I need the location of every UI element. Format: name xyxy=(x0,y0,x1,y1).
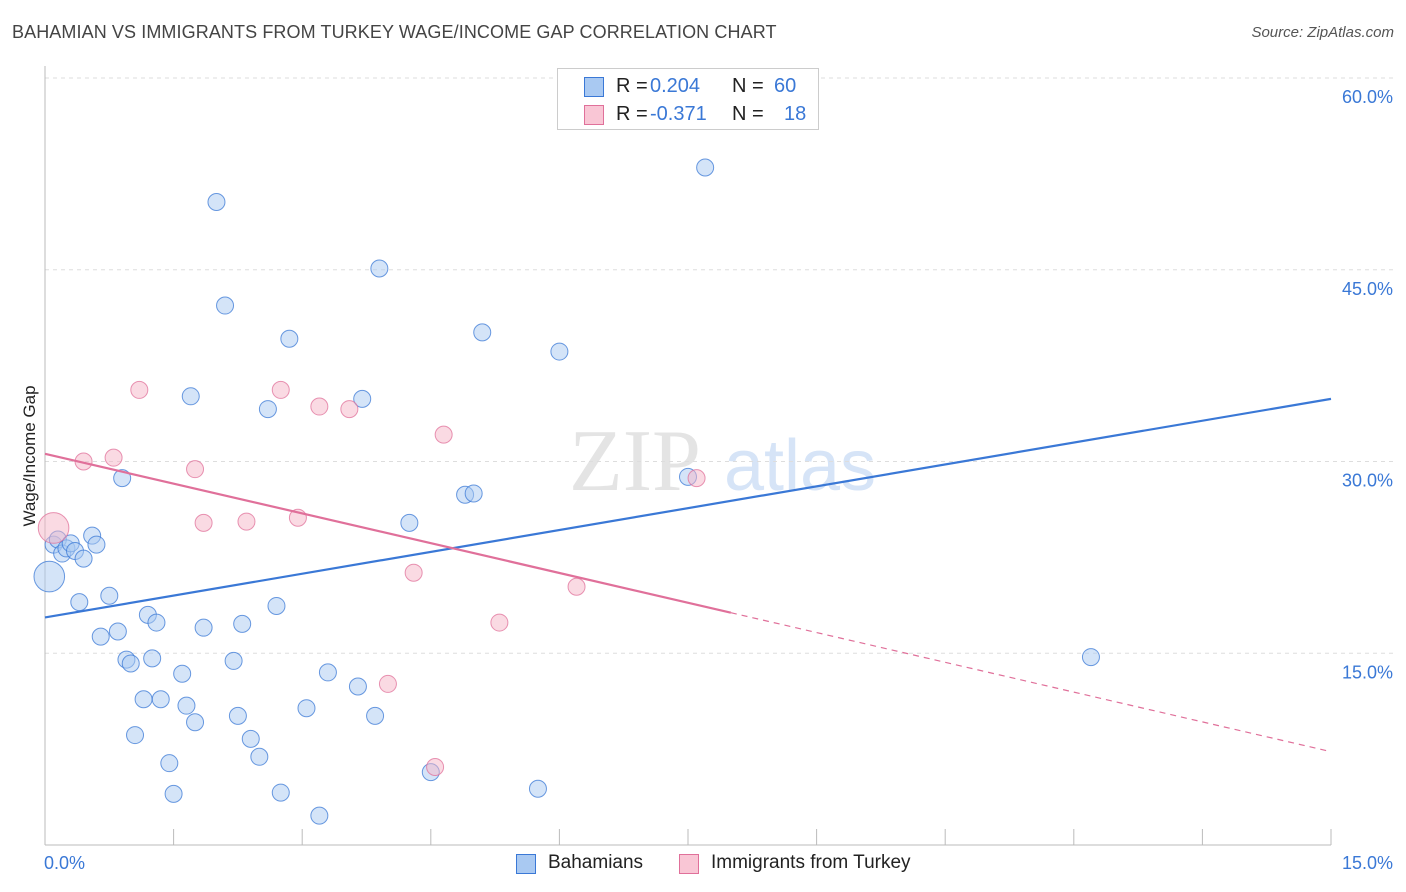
legend-swatch-blue xyxy=(584,77,604,97)
axes xyxy=(44,66,1332,846)
y-tick-label: 30.0% xyxy=(1342,471,1393,491)
bahamian-point xyxy=(348,677,367,696)
trend-lines xyxy=(44,397,1332,753)
bahamian-point xyxy=(173,664,192,683)
turkey-trend-line-extension xyxy=(730,612,1332,753)
bahamian-point xyxy=(241,729,260,748)
y-tick-label: 60.0% xyxy=(1342,87,1393,107)
bahamian-point xyxy=(194,618,213,637)
bahamian-point xyxy=(1081,648,1100,667)
bahamian-point xyxy=(177,696,196,715)
bahamian-point xyxy=(258,400,277,419)
turkey-trend-line xyxy=(44,452,732,614)
bahamian-point xyxy=(464,484,483,503)
turkey-point xyxy=(130,380,149,399)
y-axis-label: Wage/Income Gap xyxy=(20,385,39,527)
bahamian-point xyxy=(164,784,183,803)
bahamian-point xyxy=(366,706,385,725)
y-tick-labels: 15.0% 30.0% 45.0% 60.0% xyxy=(1342,87,1393,682)
turkey-point xyxy=(271,380,290,399)
bahamian-point xyxy=(370,259,389,278)
bahamian-point xyxy=(318,663,337,682)
bahamian-point xyxy=(160,754,179,773)
data-points xyxy=(33,158,1100,825)
x-tick-label: 15.0% xyxy=(1342,853,1393,873)
gridlines xyxy=(45,77,1394,654)
bahamian-point xyxy=(473,323,492,342)
legend-swatch-blue xyxy=(516,854,536,874)
turkey-point xyxy=(340,400,359,419)
turkey-point xyxy=(404,563,423,582)
bahamian-trend-line xyxy=(44,397,1332,619)
watermark-zip: ZIP xyxy=(569,413,701,510)
turkey-point xyxy=(426,758,445,777)
turkey-point xyxy=(310,397,329,416)
bahamian-point xyxy=(74,549,93,568)
bahamian-point xyxy=(250,747,269,766)
y-tick-label: 45.0% xyxy=(1342,279,1393,299)
bahamian-point xyxy=(271,783,290,802)
turkey-point xyxy=(186,460,205,479)
legend-swatch-pink xyxy=(679,854,699,874)
legend-n-value: 60 xyxy=(774,75,797,97)
bahamian-point xyxy=(91,627,110,646)
legend-n-label: N = xyxy=(732,103,764,125)
x-tick-labels: 0.0% 15.0% xyxy=(44,853,1393,873)
turkey-point xyxy=(237,512,256,531)
bahamian-point xyxy=(100,586,119,605)
legend-r-value: 0.204 xyxy=(650,75,701,97)
bahamian-point xyxy=(121,654,140,673)
x-tick-label: 0.0% xyxy=(44,853,85,873)
turkey-point xyxy=(567,577,586,596)
bahamian-point xyxy=(550,342,569,361)
legend-r-label: R = xyxy=(616,75,648,97)
turkey-point xyxy=(37,512,70,544)
bahamian-point xyxy=(151,690,170,709)
bahamian-point xyxy=(233,614,252,633)
bahamian-point xyxy=(33,560,66,593)
watermark-atlas: atlas xyxy=(724,426,876,506)
legend-label: Immigrants from Turkey xyxy=(711,852,911,873)
bahamian-point xyxy=(207,192,226,211)
bahamian-point xyxy=(134,690,153,709)
bahamian-point xyxy=(143,649,162,668)
turkey-point xyxy=(687,469,706,488)
turkey-point xyxy=(378,674,397,693)
turkey-point xyxy=(104,448,123,467)
bahamian-point xyxy=(228,706,247,725)
chart-title: BAHAMIAN VS IMMIGRANTS FROM TURKEY WAGE/… xyxy=(12,22,777,42)
bahamian-point xyxy=(696,158,715,177)
bahamian-point xyxy=(297,699,316,718)
bahamian-point xyxy=(528,779,547,798)
legend-r-label: R = xyxy=(616,103,648,125)
correlation-legend: R = 0.204 N = 60 R = -0.371 N = 18 xyxy=(557,68,819,130)
bahamian-point xyxy=(113,469,132,488)
bahamian-point xyxy=(280,329,299,348)
legend-n-label: N = xyxy=(732,75,764,97)
turkey-point xyxy=(194,513,213,532)
bahamian-point xyxy=(216,296,235,315)
bahamian-point xyxy=(310,806,329,825)
bahamian-point xyxy=(224,651,243,670)
turkey-point xyxy=(434,425,453,444)
bahamian-point xyxy=(353,389,372,408)
bahamian-point xyxy=(126,726,145,745)
chart-source: Source: ZipAtlas.com xyxy=(1251,24,1394,41)
bahamian-point xyxy=(87,535,106,554)
legend-swatch-pink xyxy=(584,105,604,125)
bahamian-point xyxy=(147,613,166,632)
bahamian-point xyxy=(108,622,127,641)
legend-label: Bahamians xyxy=(548,852,644,873)
turkey-point xyxy=(490,613,509,632)
bahamian-point xyxy=(267,596,286,615)
legend-r-value: -0.371 xyxy=(650,103,707,125)
bahamian-point xyxy=(400,513,419,532)
y-tick-label: 15.0% xyxy=(1342,662,1393,682)
legend-n-value: 18 xyxy=(784,103,807,125)
bahamian-point xyxy=(181,387,200,406)
bahamian-point xyxy=(70,593,89,612)
bahamian-point xyxy=(186,713,205,732)
